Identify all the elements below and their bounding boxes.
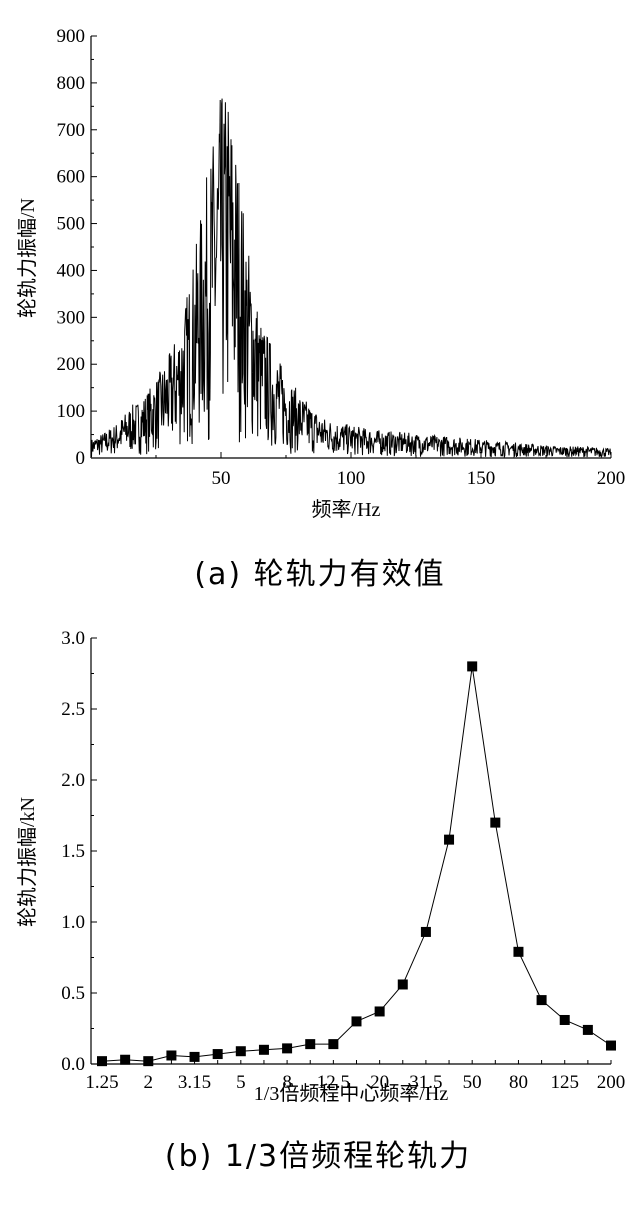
chart-b-x-tick-label: 2 xyxy=(144,1072,154,1093)
chart-a-y-tick-label: 700 xyxy=(57,120,86,141)
chart-b-point xyxy=(606,1040,616,1051)
chart-b-point xyxy=(97,1056,107,1067)
chart-b-caption: (b) 1/3倍频程轮轨力 xyxy=(165,1139,471,1174)
chart-b-point xyxy=(143,1056,154,1067)
chart-b-point xyxy=(559,1014,570,1025)
chart-b-x-axis-label: 1/3倍频程中心频率/Hz xyxy=(254,1082,449,1105)
chart-b-point xyxy=(582,1024,593,1035)
chart-b-point xyxy=(166,1050,177,1061)
chart-b-series-line xyxy=(101,666,612,1062)
chart-b-point xyxy=(374,1006,385,1017)
chart-b-x-tick-label: 50 xyxy=(463,1072,482,1093)
chart-b-x-tick-label: 1.25 xyxy=(85,1072,118,1093)
chart-b-y-tick-labels: 0.0 0.5 1.0 1.5 2.0 2.5 3.0 xyxy=(61,628,85,1075)
chart-b-x-tick-label: 200 xyxy=(597,1072,626,1093)
chart-b-point xyxy=(235,1046,246,1057)
chart-b-point xyxy=(282,1043,293,1054)
chart-a-y-tick-label: 800 xyxy=(57,73,86,94)
chart-b-axes xyxy=(90,637,612,1065)
chart-a-x-tick-label: 200 xyxy=(597,468,626,489)
chart-b-y-tick-label: 3.0 xyxy=(61,628,85,649)
chart-a-x-tick-label: 50 xyxy=(212,468,231,489)
chart-b-point xyxy=(467,661,478,672)
chart-a-y-tick-labels: 0 100 200 300 400 500 600 700 800 900 xyxy=(57,26,86,469)
chart-a-x-tick-labels: 50 100 150 200 xyxy=(212,468,626,489)
chart-a-y-tick-label: 400 xyxy=(57,260,86,281)
chart-b-point xyxy=(212,1049,223,1060)
chart-a-x-axis-label: 频率/Hz xyxy=(312,498,381,521)
chart-b-point xyxy=(120,1054,131,1065)
chart-a: 0 100 200 300 400 500 600 700 800 900 50 100 150 200… xyxy=(16,26,625,592)
chart-a-axes xyxy=(90,35,612,459)
chart-b-y-tick-label: 0.0 xyxy=(61,1054,85,1075)
chart-b-y-tick-label: 1.5 xyxy=(61,841,85,862)
chart-b-point xyxy=(420,926,431,937)
chart-b-point xyxy=(328,1039,339,1050)
chart-a-x-tick-label: 100 xyxy=(337,468,366,489)
chart-a-y-tick-label: 300 xyxy=(57,307,86,328)
chart-b-markers xyxy=(97,661,616,1067)
chart-b-y-tick-label: 0.5 xyxy=(61,983,85,1004)
chart-a-y-tick-label: 0 xyxy=(76,448,86,469)
chart-a-y-tick-label: 200 xyxy=(57,354,86,375)
chart-b-point xyxy=(536,995,547,1006)
chart-b: 0.0 0.5 1.0 1.5 2.0 2.5 3.0 1.25 2 3.15 5 8 12.5 20 3… xyxy=(16,628,625,1174)
chart-b-x-tick-label: 20 xyxy=(370,1072,389,1093)
chart-a-y-tick-label: 900 xyxy=(57,26,86,47)
chart-a-series-line xyxy=(91,98,611,459)
chart-b-x-tick-labels: 1.25 2 3.15 5 8 12.5 20 31.5 50 80 125 200 xyxy=(85,1072,625,1093)
chart-b-x-tick-label: 125 xyxy=(550,1072,579,1093)
chart-b-x-tick-label: 80 xyxy=(509,1072,528,1093)
chart-b-y-tick-label: 2.5 xyxy=(61,699,85,720)
chart-b-y-axis-label: 轮轨力振幅/kN xyxy=(16,797,39,927)
chart-a-y-tick-label: 500 xyxy=(57,214,86,235)
chart-b-point xyxy=(444,834,455,845)
chart-a-caption: (a) 轮轨力有效值 xyxy=(194,557,445,592)
chart-b-point xyxy=(490,817,501,828)
chart-b-x-tick-label: 31.5 xyxy=(409,1072,442,1093)
chart-b-x-tick-label: 5 xyxy=(236,1072,246,1093)
chart-b-x-tick-label: 12.5 xyxy=(317,1072,350,1093)
chart-a-y-axis-label: 轮轨力振幅/N xyxy=(16,198,39,318)
chart-b-x-tick-label: 3.15 xyxy=(178,1072,211,1093)
chart-b-point xyxy=(397,979,408,990)
chart-b-point xyxy=(258,1044,269,1055)
chart-b-y-tick-label: 1.0 xyxy=(61,912,85,933)
chart-b-x-tick-label: 8 xyxy=(282,1072,292,1093)
chart-a-x-tick-label: 150 xyxy=(467,468,496,489)
chart-a-y-tick-label: 600 xyxy=(57,167,86,188)
chart-b-point xyxy=(305,1039,316,1050)
chart-b-point xyxy=(189,1051,200,1062)
chart-b-point xyxy=(513,946,524,957)
chart-b-point xyxy=(351,1016,362,1027)
chart-b-y-tick-label: 2.0 xyxy=(61,770,85,791)
chart-a-y-tick-label: 100 xyxy=(57,401,86,422)
